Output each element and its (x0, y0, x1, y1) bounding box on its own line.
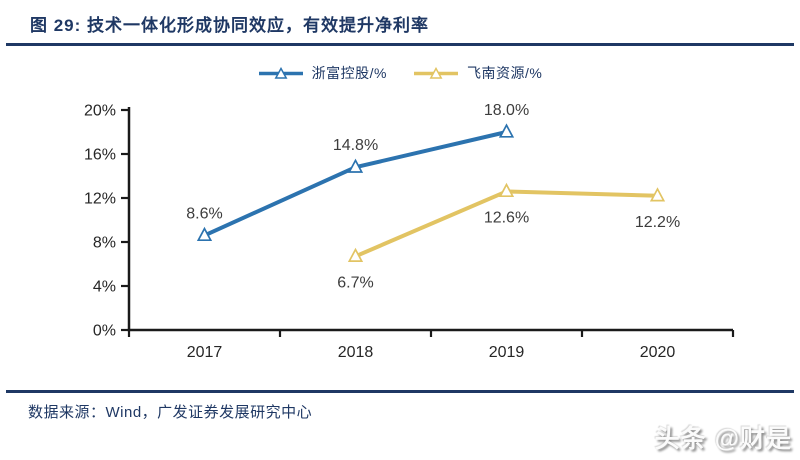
y-tick-label: 4% (93, 279, 116, 296)
x-tick-label: 2018 (338, 344, 374, 361)
y-tick-label: 16% (84, 147, 116, 164)
data-point-label: 6.7% (337, 274, 373, 291)
legend-label-zhefu-holdings: 浙富控股/% (311, 65, 387, 81)
legend-blue-line-marker-icon (258, 66, 303, 79)
data-point-marker (196, 226, 213, 242)
x-tick-label: 2019 (489, 344, 525, 361)
y-tick-label: 20% (84, 103, 116, 120)
data-point-label: 8.6% (186, 205, 222, 222)
x-tick-label: 2020 (640, 344, 676, 361)
chart-legend: 浙富控股/% 飞南资源/% (0, 63, 800, 83)
data-point-label: 12.6% (484, 209, 529, 226)
y-tick-label: 8% (93, 235, 116, 252)
data-point-label: 14.8% (333, 137, 378, 154)
data-point-label: 12.2% (635, 214, 680, 231)
legend-label-feinan-resources: 飞南资源/% (467, 65, 543, 81)
data-point-marker (347, 158, 364, 173)
data-point-marker (498, 123, 515, 138)
legend-item-zhefu-holdings: 浙富控股/% (258, 63, 387, 83)
x-tick-label: 2017 (187, 344, 223, 361)
data-point-marker (649, 187, 666, 202)
footer-divider (6, 390, 794, 393)
data-point-marker (347, 247, 364, 262)
legend-yellow-line-marker-icon (414, 66, 458, 79)
data-point-marker (498, 182, 515, 198)
y-tick-label: 0% (93, 323, 116, 340)
data-point-label: 18.0% (484, 102, 529, 119)
y-tick-label: 12% (84, 191, 116, 208)
figure-title: 图 29: 技术一体化形成协同效应，有效提升净利率 (30, 16, 430, 35)
watermark-toutiao-caishi: 头条 @财是 (654, 425, 792, 453)
legend-item-feinan-resources: 飞南资源/% (413, 63, 542, 83)
title-divider (6, 43, 794, 46)
data-source-note: 数据来源：Wind，广发证券发展研究中心 (28, 404, 313, 421)
